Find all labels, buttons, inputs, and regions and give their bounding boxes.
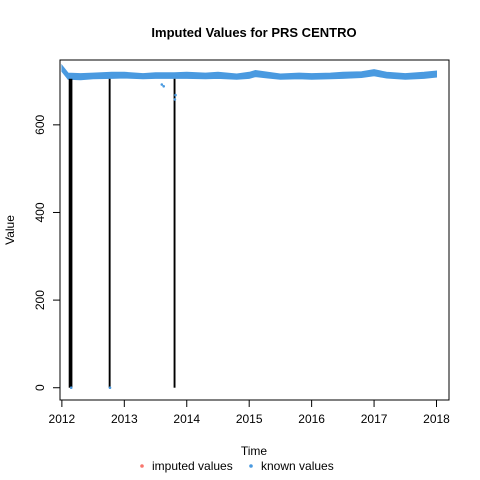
x-tick-label-2015: 2015: [236, 412, 263, 426]
x-tick-label-2018: 2018: [423, 412, 450, 426]
x-tick-label-2017: 2017: [361, 412, 388, 426]
y-axis: 0 200 400 600: [33, 114, 61, 391]
dropout-spike-3: [173, 78, 176, 388]
x-tick-label-2012: 2012: [49, 412, 76, 426]
y-tick-label-400: 400: [33, 202, 47, 222]
legend-marker-imputed-values: [140, 464, 144, 468]
x-tick-label-2014: 2014: [173, 412, 200, 426]
known-point-5: [173, 98, 177, 101]
chart-title: Imputed Values for PRS CENTRO: [151, 25, 356, 40]
y-tick-label-0: 0: [33, 384, 47, 391]
legend-marker-known-values: [249, 464, 253, 468]
dropout-spike-2: [108, 78, 111, 388]
legend-label-known-values: known values: [261, 459, 334, 473]
legend: imputed values known values: [140, 459, 334, 473]
x-tick-label-2016: 2016: [298, 412, 325, 426]
x-tick-label-2013: 2013: [111, 412, 138, 426]
known-point-6: [174, 93, 177, 97]
known-point-3: [160, 83, 164, 86]
known-point-1: [69, 386, 73, 390]
y-axis-title: Value: [3, 215, 17, 245]
dropout-spike-1: [68, 78, 73, 388]
plot-area: [61, 63, 437, 390]
y-tick-label-200: 200: [33, 290, 47, 310]
plot-frame: [59, 59, 450, 401]
x-axis-title: Time: [241, 444, 268, 458]
x-axis: 2012 2013 2014 2015 2016 2017 2018: [49, 399, 450, 426]
known-point-4: [162, 85, 165, 88]
y-tick-label-600: 600: [33, 114, 47, 134]
known-values-band: [61, 63, 437, 81]
legend-label-imputed-values: imputed values: [152, 459, 233, 473]
known-point-2: [108, 386, 112, 390]
